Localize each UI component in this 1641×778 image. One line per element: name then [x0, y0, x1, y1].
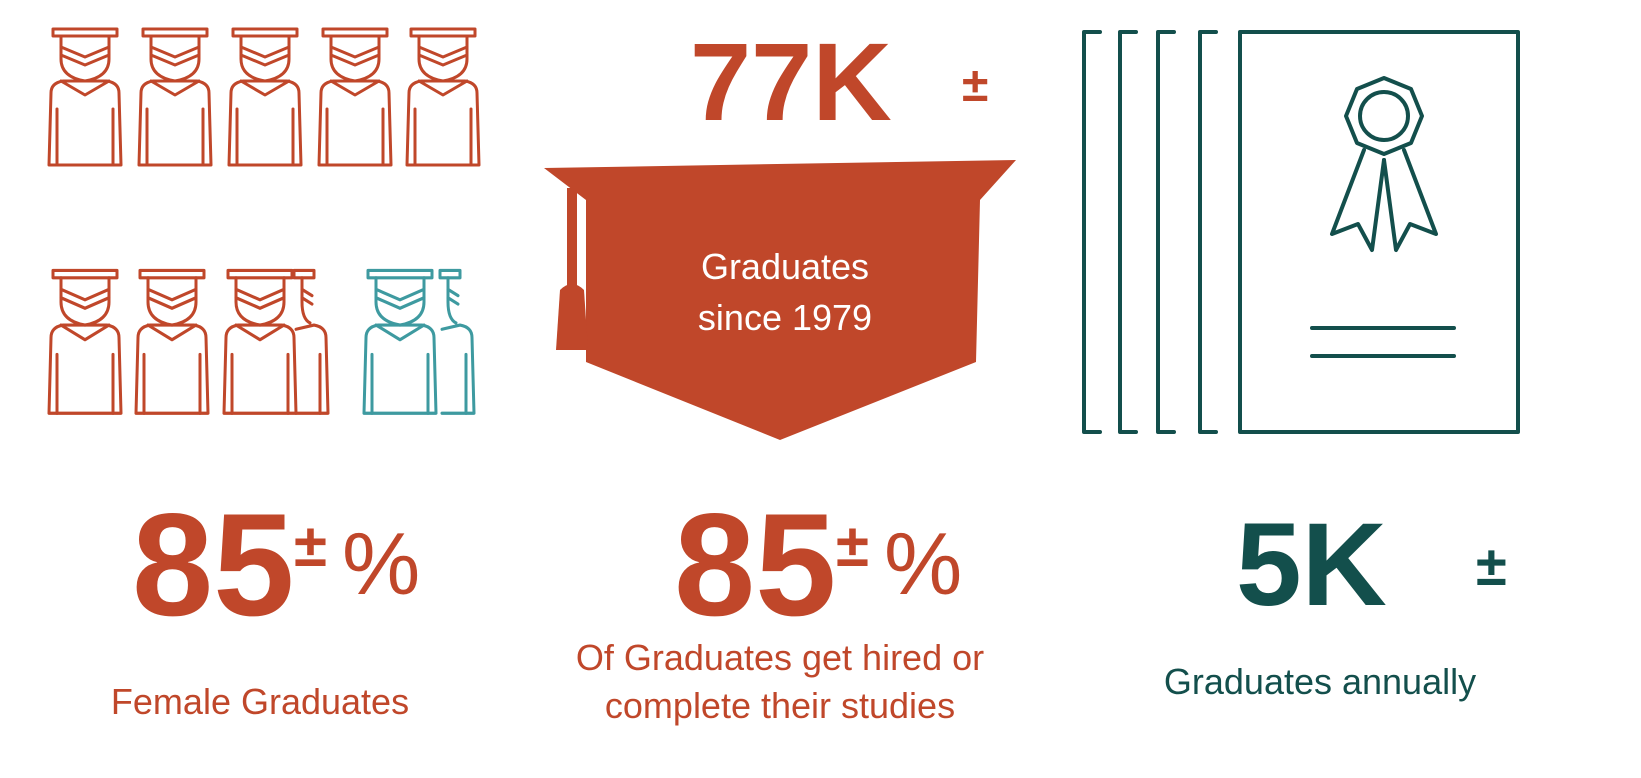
graduates-total-value: 77K — [690, 21, 892, 144]
graduate-figure-icon — [362, 268, 438, 415]
hired-caption-line1: Of Graduates get hired or — [575, 637, 985, 678]
graduate-figure-icon — [227, 27, 303, 167]
graduate-figure-icon — [47, 268, 123, 415]
graduate-figure-icon — [292, 268, 330, 415]
graduate-figure-icon — [134, 268, 210, 415]
graduate-figure-icon — [317, 27, 393, 167]
graduation-cap-icon — [544, 160, 1016, 440]
graduates-total-plusminus: ± — [962, 59, 989, 112]
graduate-figure-icon — [405, 27, 481, 167]
hired-percent-sign: % — [884, 514, 963, 613]
hired-percent-plusminus: ± — [836, 512, 869, 579]
female-percent-value: 85 — [132, 483, 295, 646]
cap-label-line1: Graduates — [700, 246, 870, 287]
female-percent-sign: % — [342, 514, 421, 613]
graduates-grid — [47, 27, 481, 415]
female-percent-plusminus: ± — [294, 512, 327, 579]
annual-graduates-value: 5K — [1236, 499, 1387, 631]
annual-graduates-plusminus: ± — [1476, 534, 1507, 597]
graduate-figure-icon — [47, 27, 123, 167]
graduate-figure-icon — [438, 268, 476, 415]
graduate-figure-icon — [222, 268, 298, 415]
graduate-figure-icon — [137, 27, 213, 167]
cap-label-line2: since 1979 — [697, 297, 873, 338]
female-graduates-caption: Female Graduates — [110, 681, 410, 722]
annual-graduates-caption: Graduates annually — [1163, 661, 1477, 702]
certificate-stack-icon — [1082, 30, 1520, 434]
hired-caption-line2: complete their studies — [604, 685, 956, 726]
hired-percent-value: 85 — [674, 483, 837, 646]
